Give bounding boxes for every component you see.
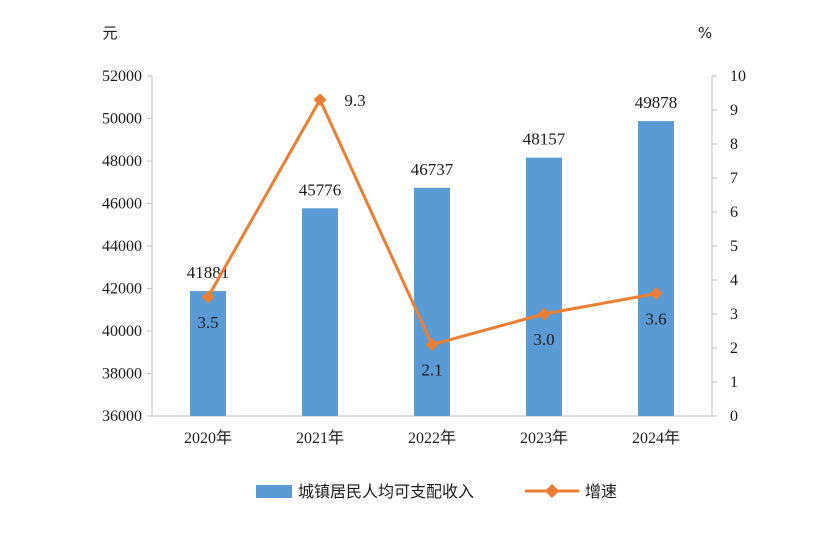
x-axis-ticks: 2020年 2021年 2022年 2023年 2024年	[184, 429, 680, 447]
growth-marker	[425, 338, 439, 351]
left-axis-ticks: 36000 38000 40000 42000 44000 46000 48000 50000…	[102, 68, 152, 425]
left-tick-label: 48000	[102, 153, 142, 170]
right-tick-label: 0	[730, 408, 738, 425]
growth-marker	[313, 93, 327, 107]
income-bar	[638, 121, 674, 416]
growth-label: 3.5	[197, 313, 218, 332]
right-tick-label: 2	[730, 340, 738, 357]
growth-marker	[201, 290, 215, 304]
left-axis-unit: 元	[102, 24, 117, 42]
right-tick-label: 8	[730, 136, 738, 153]
x-tick-label: 2020年	[184, 429, 232, 447]
right-tick-label: 6	[730, 204, 738, 221]
x-tick-label: 2024年	[632, 429, 680, 447]
right-axis-ticks: 0 1 2 3 4 5 6 7 8 9 10	[712, 68, 746, 425]
right-tick-label: 7	[730, 170, 738, 187]
x-tick-label: 2021年	[296, 429, 344, 447]
left-tick-label: 52000	[102, 68, 142, 85]
growth-label: 9.3	[344, 91, 365, 110]
income-bar-label: 45776	[299, 180, 342, 199]
income-bar-label: 49878	[635, 93, 678, 112]
income-bar	[190, 291, 226, 416]
left-tick-label: 40000	[102, 323, 142, 340]
legend-bar-swatch	[256, 485, 292, 498]
left-tick-label: 50000	[102, 111, 142, 128]
right-tick-label: 4	[730, 272, 738, 289]
right-axis-unit: %	[698, 24, 712, 42]
left-tick-label: 36000	[102, 408, 142, 425]
legend-line-marker	[544, 483, 560, 499]
right-tick-label: 10	[730, 68, 746, 85]
growth-label: 3.0	[533, 330, 554, 349]
legend-bar-label: 城镇居民人均可支配收入	[298, 482, 474, 501]
legend-line-label: 增速	[585, 482, 617, 501]
income-bars	[190, 121, 674, 416]
x-tick-label: 2023年	[520, 429, 568, 447]
income-bar	[302, 208, 338, 416]
income-bar	[526, 157, 562, 416]
right-tick-label: 1	[730, 374, 738, 391]
left-tick-label: 42000	[102, 281, 142, 298]
left-tick-label: 38000	[102, 366, 142, 383]
right-tick-label: 3	[730, 306, 738, 323]
x-tick-label: 2022年	[408, 429, 456, 447]
left-tick-label: 44000	[102, 238, 142, 255]
growth-label: 2.1	[421, 361, 442, 380]
right-tick-label: 9	[730, 102, 738, 119]
right-tick-label: 5	[730, 238, 738, 255]
growth-labels: 3.5 9.3 2.1 3.0 3.6	[197, 91, 666, 380]
growth-label: 3.6	[645, 310, 666, 329]
income-bar-label: 48157	[523, 130, 566, 149]
income-bar	[414, 187, 450, 416]
legend: 城镇居民人均可支配收入 增速	[256, 482, 617, 501]
income-bar-label: 46737	[411, 160, 454, 179]
left-tick-label: 46000	[102, 196, 142, 213]
